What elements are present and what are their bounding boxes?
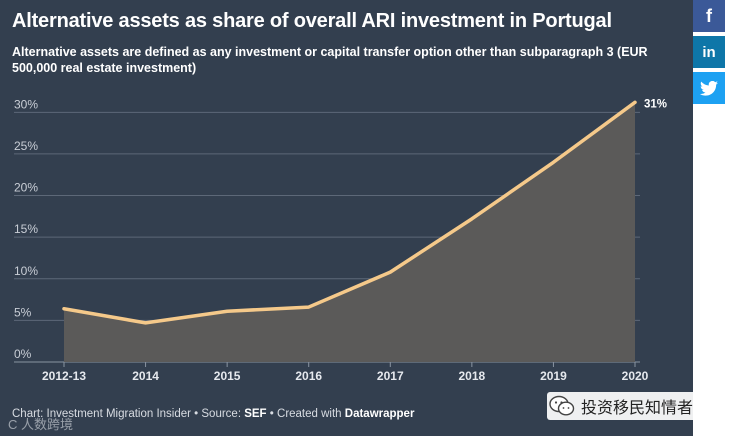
facebook-share-button[interactable]: f — [693, 0, 725, 32]
wechat-badge: 投资移民知情者 — [547, 392, 700, 420]
end-value-label: 31% — [644, 98, 667, 110]
footer-source[interactable]: SEF — [244, 408, 267, 420]
x-tick-label: 2017 — [377, 369, 404, 383]
x-tick-label: 2015 — [214, 369, 241, 383]
chart-card: Alternative assets as share of overall A… — [0, 0, 693, 436]
x-tick-label: 2016 — [295, 369, 322, 383]
wechat-label: 投资移民知情者 — [581, 400, 694, 417]
twitter-share-button[interactable] — [693, 72, 725, 104]
y-tick-label: 15% — [14, 222, 38, 236]
x-tick-label: 2018 — [459, 369, 486, 383]
y-tick-label: 30% — [14, 97, 38, 111]
area-fill — [64, 102, 635, 363]
y-tick-label: 10% — [14, 264, 38, 278]
x-tick-label: 2019 — [540, 369, 567, 383]
twitter-icon — [700, 80, 718, 96]
y-tick-label: 5% — [14, 305, 32, 319]
chart-footer: Chart: Investment Migration Insider • So… — [12, 408, 414, 420]
chart-title: Alternative assets as share of overall A… — [12, 10, 612, 32]
x-tick-label: 2020 — [622, 369, 649, 383]
footer-mid: • Created with — [266, 408, 345, 420]
x-tick-label: 2014 — [132, 369, 159, 383]
footer-tool[interactable]: Datawrapper — [344, 408, 415, 420]
area-chart: 2012-13 2014 2015 2016 2017 2018 2019 2020 0% 5%… — [14, 97, 667, 383]
x-tick-label: 2012-13 — [42, 369, 86, 383]
watermark-text: C 人数跨境 — [8, 417, 74, 432]
social-share-bar: f in — [693, 0, 729, 104]
series-line — [62, 100, 637, 325]
y-tick-label: 25% — [14, 139, 38, 153]
wechat-icon — [549, 395, 575, 416]
linkedin-share-button[interactable]: in — [693, 36, 725, 68]
linkedin-icon: in — [702, 43, 716, 61]
y-tick-label: 0% — [14, 347, 32, 361]
facebook-icon: f — [706, 5, 712, 26]
y-tick-label: 20% — [14, 181, 38, 195]
footer-prefix: Chart: Investment Migration Insider • So… — [12, 408, 245, 420]
chart-subtitle: Alternative assets are defined as any in… — [12, 45, 648, 75]
x-axis-labels: 2012-13 2014 2015 2016 2017 2018 2019 2020 — [42, 362, 649, 383]
y-axis-labels: 0% 5% 10% 15% 20% 25% 30% — [14, 97, 38, 361]
